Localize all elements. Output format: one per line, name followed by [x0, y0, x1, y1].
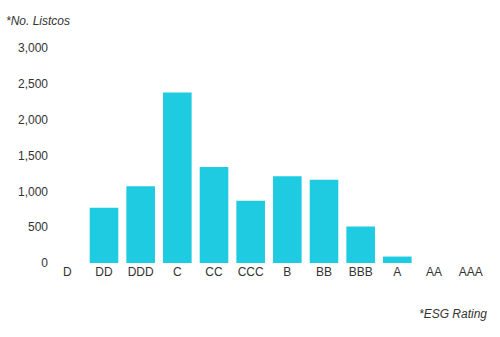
svg-text:BB: BB [316, 265, 332, 279]
svg-text:CCC: CCC [238, 265, 264, 279]
svg-text:2,000: 2,000 [18, 113, 48, 127]
svg-text:C: C [173, 265, 182, 279]
svg-text:3,000: 3,000 [18, 41, 48, 55]
svg-text:500: 500 [28, 220, 48, 234]
svg-text:CC: CC [205, 265, 223, 279]
svg-text:AAA: AAA [459, 265, 483, 279]
svg-text:D: D [63, 265, 72, 279]
svg-text:A: A [393, 265, 401, 279]
svg-text:1,500: 1,500 [18, 149, 48, 163]
svg-text:BBB: BBB [349, 265, 373, 279]
svg-text:AA: AA [426, 265, 442, 279]
svg-text:DDD: DDD [128, 265, 154, 279]
svg-text:0: 0 [41, 256, 48, 270]
svg-text:1,000: 1,000 [18, 185, 48, 199]
svg-text:2,500: 2,500 [18, 77, 48, 91]
svg-text:DD: DD [95, 265, 113, 279]
svg-text:*ESG Rating: *ESG Rating [419, 307, 487, 321]
svg-text:B: B [283, 265, 291, 279]
svg-text:*No. Listcos: *No. Listcos [6, 14, 70, 28]
